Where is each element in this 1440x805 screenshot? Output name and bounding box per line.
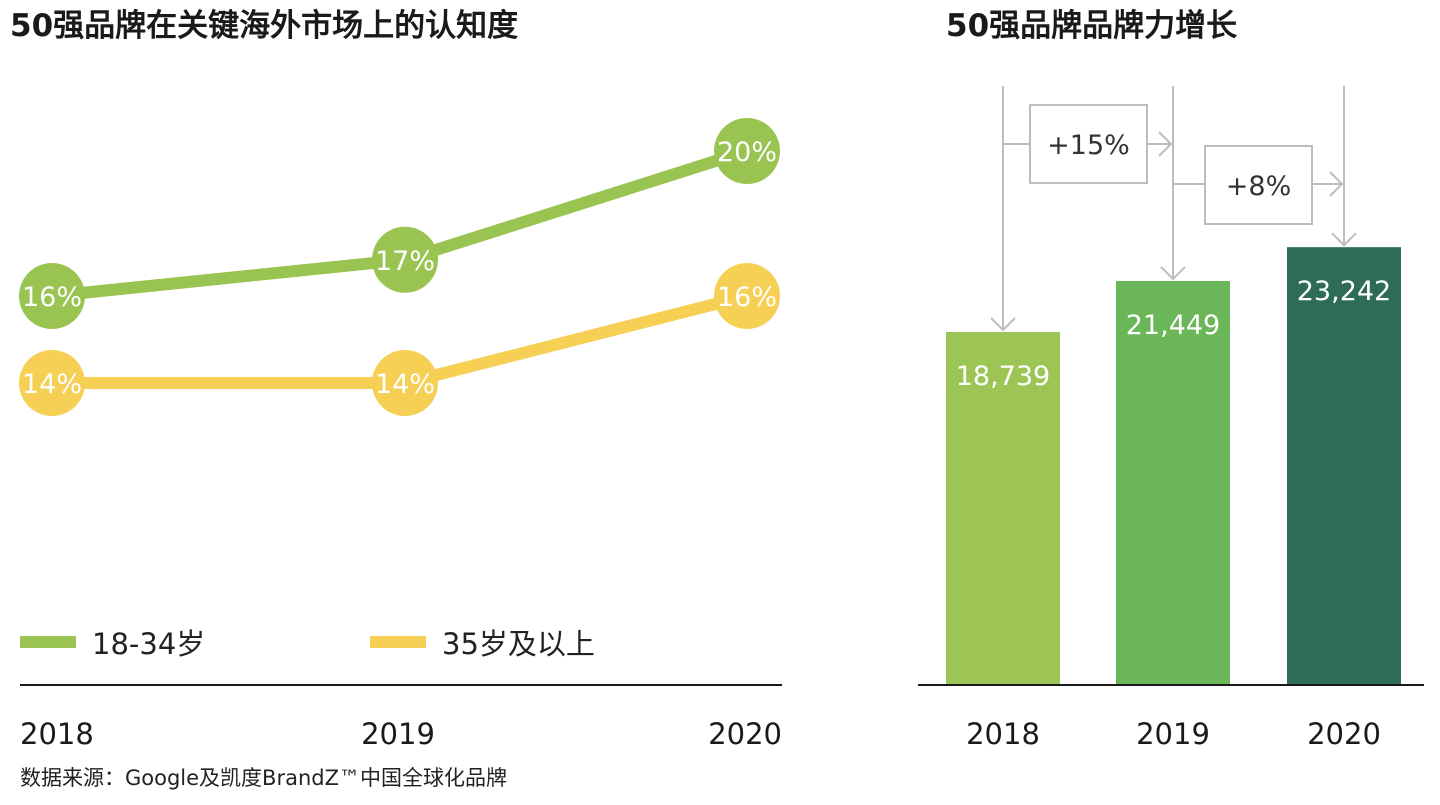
growth-arrow-head	[1329, 171, 1344, 197]
bar-value-label: 23,242	[1297, 276, 1391, 307]
data-label: 14%	[375, 369, 435, 400]
legend-swatch-yellow	[370, 636, 426, 648]
x-tick-label: 2020	[1307, 717, 1381, 751]
bar-chart-title: 50强品牌品牌力增长	[946, 8, 1238, 44]
bar-chart: +15% +8% 18,739 2018 21,449 2019 23,242 2020	[918, 86, 1424, 751]
legend-item-35-plus: 35岁及以上	[370, 620, 595, 664]
data-label: 20%	[717, 137, 777, 168]
legend-label: 35岁及以上	[442, 627, 595, 661]
bar	[1287, 247, 1401, 685]
bar-value-label: 21,449	[1126, 310, 1220, 341]
source-note: 数据来源：Google及凯度BrandZ™中国全球化品牌	[20, 766, 507, 790]
growth-box	[1204, 145, 1313, 225]
arrow-head	[990, 317, 1016, 332]
x-tick-label: 2018	[20, 717, 94, 751]
data-point	[19, 263, 85, 329]
line-chart-title: 50强品牌在关键海外市场上的认知度	[10, 8, 519, 44]
x-tick-label: 2018	[966, 717, 1040, 751]
data-point	[372, 350, 438, 416]
arrow-head	[1160, 266, 1186, 281]
bar-value-label: 18,739	[956, 361, 1050, 392]
data-label: 16%	[717, 282, 777, 313]
data-label: 16%	[22, 282, 82, 313]
x-tick-label: 2019	[1136, 717, 1210, 751]
bar	[946, 332, 1060, 685]
line-chart: 16% 17% 20% 14% 14% 16% 2018 2019 2020	[19, 118, 782, 751]
data-point	[714, 118, 780, 184]
data-point	[19, 350, 85, 416]
arrow-head	[1331, 232, 1357, 247]
data-label: 17%	[375, 246, 435, 277]
data-point	[714, 263, 780, 329]
data-label: 14%	[22, 369, 82, 400]
data-point	[372, 226, 438, 293]
growth-arrow-head	[1158, 131, 1173, 157]
growth-box	[1029, 104, 1148, 184]
legend-label: 18-34岁	[92, 627, 206, 661]
x-tick-label: 2020	[708, 717, 782, 751]
legend-item-18-34: 18-34岁	[20, 620, 205, 664]
growth-label: +15%	[1047, 130, 1130, 161]
x-tick-label: 2019	[361, 717, 435, 751]
bar	[1116, 280, 1230, 685]
growth-label: +8%	[1226, 171, 1291, 202]
legend-swatch-green	[20, 636, 76, 648]
